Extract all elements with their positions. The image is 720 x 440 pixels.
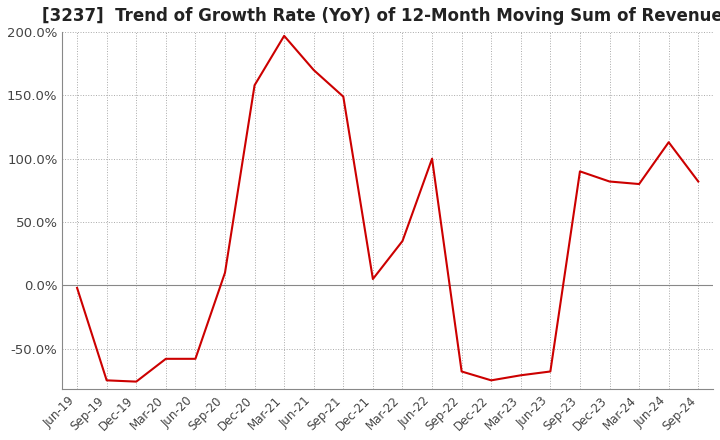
Title: [3237]  Trend of Growth Rate (YoY) of 12-Month Moving Sum of Revenues: [3237] Trend of Growth Rate (YoY) of 12-… xyxy=(42,7,720,25)
